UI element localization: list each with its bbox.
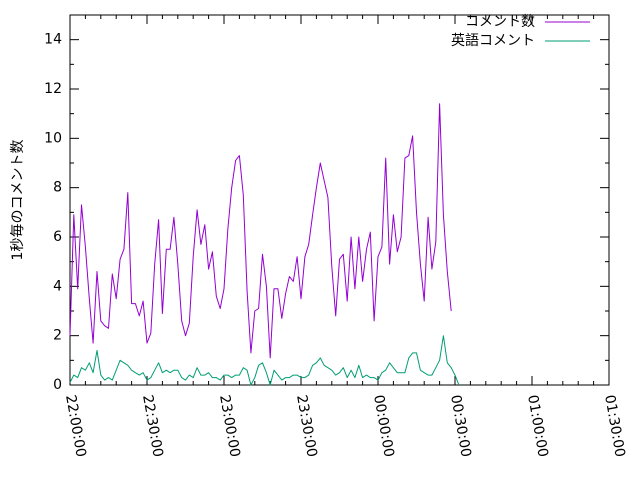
- plot-frame: [69, 14, 610, 386]
- x-tick-label: 00:30:00: [447, 394, 474, 459]
- y-tick-label: 4: [53, 278, 62, 294]
- x-tick-label: 01:00:00: [524, 394, 551, 459]
- x-tick-label: 22:00:00: [62, 394, 89, 459]
- y-tick-label: 12: [44, 81, 62, 97]
- x-tick-label: 22:30:00: [139, 394, 166, 459]
- x-tick-label: 01:30:00: [601, 394, 628, 459]
- x-tick-label: 00:00:00: [370, 394, 397, 459]
- legend-label-0: コメント数: [465, 14, 535, 30]
- x-tick-label: 23:00:00: [216, 394, 243, 459]
- y-axis-label: 1秒毎のコメント数: [10, 140, 26, 261]
- x-axis-ticks: 22:00:00 22:30:00 23:00:00 23:30:00 00:00:00…: [62, 15, 628, 458]
- y-axis-ticks: 0 2 4 6 8 10 12 14: [44, 32, 609, 393]
- series-line-1: [69, 335, 460, 386]
- series-lines: [69, 103, 460, 386]
- series-line-0: [69, 103, 452, 359]
- y-tick-label: 10: [44, 130, 62, 146]
- y-tick-label: 6: [53, 229, 62, 245]
- y-tick-label: 8: [53, 180, 62, 196]
- legend-label-1: 英語コメント: [451, 32, 535, 49]
- y-tick-label: 0: [53, 377, 62, 393]
- x-tick-label: 23:30:00: [293, 394, 320, 459]
- y-tick-label: 2: [53, 328, 62, 344]
- y-tick-label: 14: [44, 32, 62, 48]
